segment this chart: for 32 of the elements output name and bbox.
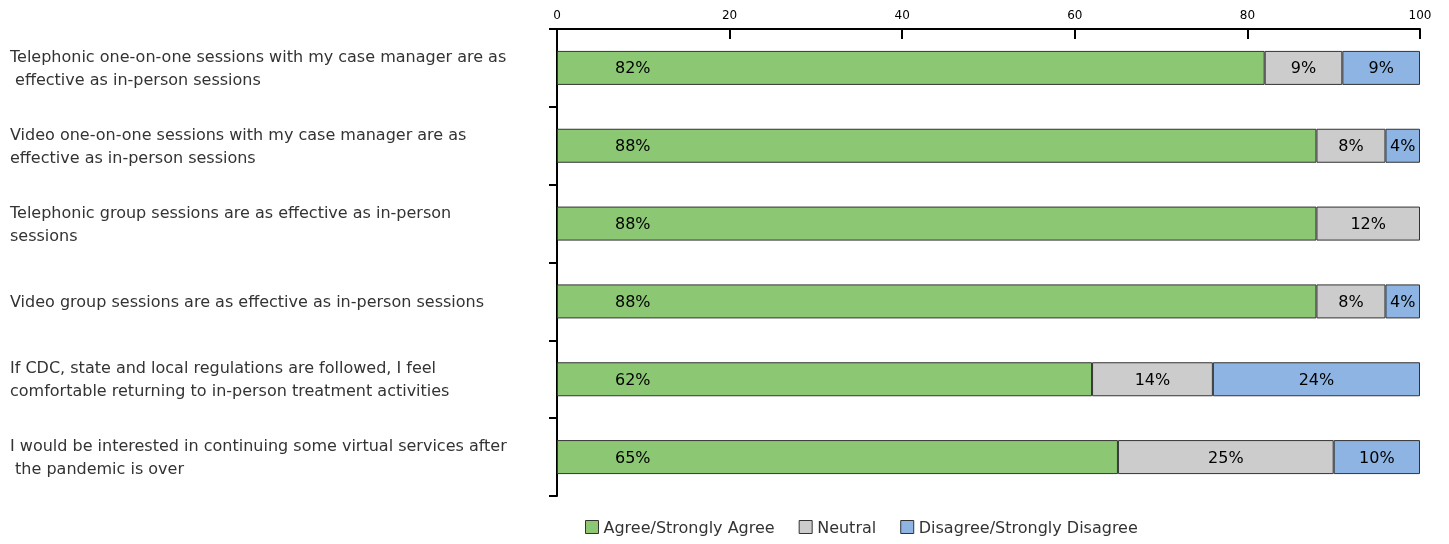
data-label: 88%	[615, 214, 651, 234]
y-tick-label: I would be interested in continuing some virtual services after the pandemic is over	[10, 436, 508, 479]
x-tick-label: 100	[1408, 8, 1432, 22]
data-label: 14%	[1134, 369, 1171, 389]
data-label: 9%	[1290, 58, 1317, 78]
data-label: 12%	[1350, 214, 1386, 234]
y-tick-label: Telephonic one-on-one sessions with my case manager are as effective as in-person sessions	[9, 46, 507, 89]
data-label: 10%	[1359, 447, 1395, 467]
data-label: 62%	[615, 369, 651, 389]
data-label: 24%	[1298, 369, 1335, 389]
x-tick-label: 20	[721, 8, 738, 22]
x-tick-label: 60	[1067, 8, 1083, 22]
y-tick-label: Video one-on-one sessions with my case manager are as effective as in-person sessions	[10, 124, 472, 167]
x-tick-label: 80	[1239, 8, 1256, 22]
x-tick-label: 40	[894, 8, 910, 22]
y-tick-label: Telephonic group sessions are as effective as in-person sessions	[9, 202, 457, 245]
data-label: 4%	[1390, 136, 1416, 156]
data-label: 9%	[1368, 58, 1394, 78]
y-tick-label: Video group sessions are as effective as in-person sessions	[10, 291, 485, 311]
data-label: 4%	[1390, 291, 1416, 311]
y-tick-label: If CDC, state and local regulations are followed, I feel comfortable returning to in-person treatment activities	[10, 358, 450, 401]
data-label: 82%	[615, 58, 651, 78]
legend-label: Neutral	[817, 517, 877, 537]
x-tick-label: 0	[553, 8, 561, 22]
data-label: 25%	[1208, 447, 1244, 467]
data-label: 88%	[615, 136, 651, 156]
data-label: 65%	[615, 447, 651, 467]
data-label: 8%	[1338, 291, 1364, 311]
legend-label: Agree/Strongly Agree	[603, 517, 775, 537]
data-label: 88%	[615, 291, 651, 311]
data-label: 8%	[1338, 136, 1364, 156]
legend-label: Disagree/Strongly Disagree	[918, 517, 1138, 537]
